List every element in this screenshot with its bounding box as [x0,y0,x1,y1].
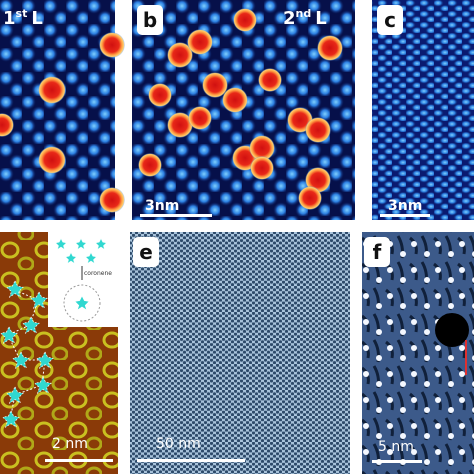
panel-label: f [373,240,382,264]
panel-label-box [137,5,163,35]
panel-c-image [372,0,474,220]
scale-bar [140,214,212,217]
adsorbates [138,8,343,210]
scale-bar-label: 3nm [388,198,422,214]
scale-bar-label: 3nm [145,198,179,214]
layer-suffix: nd [296,7,312,20]
layer-label: 2nd L [283,7,327,29]
scale-bar [45,459,113,462]
panel-a-image [0,0,115,220]
molecule-markers [0,280,54,428]
layer-unit: L [315,8,326,29]
layer-suffix: st [16,7,28,20]
scale-bar-label: 50 nm [156,436,201,452]
scale-bar [380,214,430,217]
adsorbates [0,32,125,213]
layer-label: 1st L [3,7,43,29]
scale-bar-label: 2 nm [52,436,88,452]
panel-label: b [143,8,157,32]
layer-unit: L [31,8,42,29]
panel-label-box [377,5,403,35]
panel-label-box [364,237,390,267]
panel-label: c [384,8,396,32]
inset-diagram [55,238,107,322]
panel-label-box [133,237,159,267]
panel-label: e [139,240,153,264]
inset-label: coronene [84,270,112,277]
layer-number: 2 [283,8,296,29]
scale-bar-label: 5 nm [378,439,414,455]
defect [435,313,469,347]
scale-bar [372,460,422,463]
panel-e-image [130,232,350,474]
scale-bar [137,459,245,462]
layer-number: 1 [3,8,16,29]
panel-f-image [362,232,474,474]
